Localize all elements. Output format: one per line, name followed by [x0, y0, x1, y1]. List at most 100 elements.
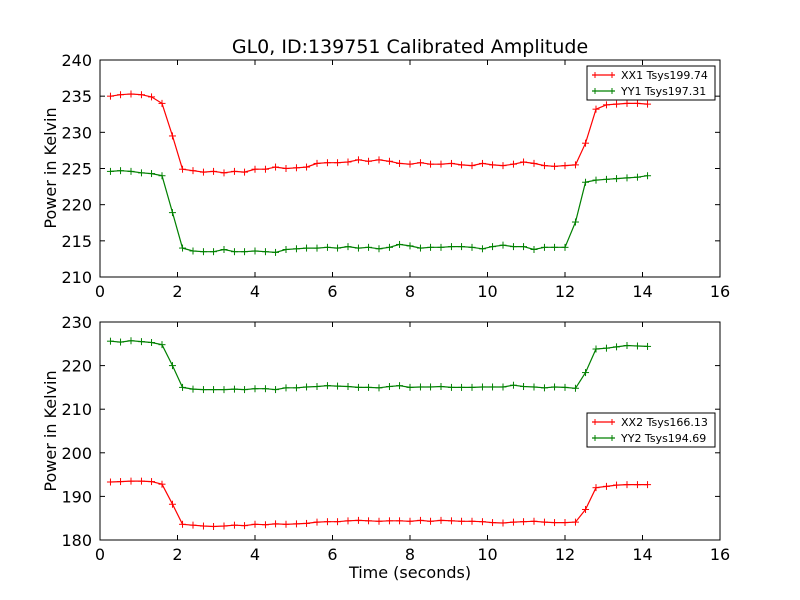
top-series-1-point: [323, 243, 331, 251]
bottom-series-1-point: [241, 386, 249, 394]
top-series-0-point: [458, 161, 466, 169]
top-y-ticks: 210 215 220 225 230 235 240: [61, 51, 720, 287]
top-series-1-point: [344, 243, 352, 251]
bottom-series-0-point: [458, 517, 466, 525]
top-series-1-point: [551, 243, 559, 251]
bottom-series-1-point: [416, 383, 424, 391]
top-series-0-point: [644, 100, 652, 108]
bottom-series-0-point: [406, 517, 414, 525]
top-series-0-point: [540, 162, 548, 170]
bottom-series-1-point: [551, 383, 559, 391]
bottom-series-1-point: [334, 382, 342, 390]
bottom-series-1-point: [561, 383, 569, 391]
bottom-series-0-point: [251, 520, 259, 528]
bottom-series-1-point: [148, 338, 156, 346]
bottom-series-0-point: [375, 517, 383, 525]
top-series-1-point: [406, 242, 414, 250]
bottom-series-1-point: [323, 382, 331, 390]
top-x-tick-label: 8: [405, 282, 415, 301]
bottom-series-0-point: [168, 500, 176, 508]
bottom-series-1-point: [127, 337, 135, 345]
top-series-0-point: [551, 162, 559, 170]
top-series-0-point: [520, 158, 528, 166]
top-series-1-point: [251, 247, 259, 255]
top-series-1-point: [127, 167, 135, 175]
top-series-1-point: [179, 244, 187, 252]
top-y-axis-label: Power in Kelvin: [41, 107, 60, 228]
top-x-tick-label: 2: [172, 282, 182, 301]
bottom-series-0-point: [127, 477, 135, 485]
bottom-series-0-point: [623, 481, 631, 489]
bottom-series-0-point: [158, 480, 166, 488]
bottom-legend-entry: YY2 Tsys194.69: [592, 432, 706, 445]
bottom-series-1-point: [199, 386, 207, 394]
top-series-0-point: [272, 163, 280, 171]
top-series-0-point: [354, 156, 362, 164]
bottom-series-0-point: [396, 517, 404, 525]
bottom-series-1-point: [602, 344, 610, 352]
legend-label: YY1 Tsys197.31: [620, 85, 706, 98]
bottom-series-1-point: [272, 386, 280, 394]
top-series-1-point: [272, 248, 280, 256]
bottom-y-axis-label: Power in Kelvin: [41, 370, 60, 491]
bottom-x-tick-label: 14: [632, 545, 652, 564]
top-y-tick-label: 235: [61, 87, 92, 106]
bottom-series-0-point: [582, 505, 590, 513]
top-series-1-point: [416, 244, 424, 252]
top-series-1-point: [499, 241, 507, 249]
bottom-series-0-point: [230, 521, 238, 529]
top-series-1-point: [468, 243, 476, 251]
top-series-1-point: [137, 169, 145, 177]
bottom-y-tick-label: 180: [61, 531, 92, 550]
top-series-0-point: [633, 99, 641, 107]
top-series-1-point: [561, 243, 569, 251]
top-series-1-point: [158, 172, 166, 180]
bottom-x-axis-label: Time (seconds): [348, 563, 471, 582]
bottom-series-0-point: [489, 519, 497, 527]
top-series-0-point: [499, 162, 507, 170]
bottom-y-tick-label: 230: [61, 313, 92, 332]
top-series-1-point: [334, 244, 342, 252]
bottom-series-0-point: [561, 519, 569, 527]
top-series-1-point: [644, 172, 652, 180]
top-series-0-point: [613, 100, 621, 108]
top-x-tick-label: 16: [710, 282, 730, 301]
bottom-series-0-point: [282, 520, 290, 528]
bottom-y-ticks: 180 190 200 210 220 230: [61, 313, 720, 550]
bottom-series-0-point: [644, 481, 652, 489]
top-series-0-point: [106, 92, 114, 100]
top-series-1-point: [592, 176, 600, 184]
top-series-0-point: [571, 161, 579, 169]
bottom-x-ticks: 0 2 4 6 8 10 12 14 16: [95, 322, 730, 564]
legend-label: XX1 Tsys199.74: [621, 69, 708, 82]
top-legend-entry: YY1 Tsys197.31: [592, 85, 706, 98]
bottom-series-1-point: [313, 383, 321, 391]
top-series-line-1: [110, 170, 648, 254]
top-series-1-point: [148, 170, 156, 178]
top-series-1-point: [437, 243, 445, 251]
top-x-tick-label: 10: [477, 282, 497, 301]
bottom-series-1-point: [571, 384, 579, 392]
top-series-1-point: [189, 247, 197, 255]
top-series-1-point: [375, 245, 383, 253]
top-x-tick-label: 12: [555, 282, 575, 301]
bottom-series-0-point: [602, 482, 610, 490]
bottom-series-0-point: [179, 520, 187, 528]
bottom-series-0-point: [334, 518, 342, 526]
top-series-1-point: [396, 240, 404, 248]
top-series-0-point: [385, 157, 393, 165]
top-series-0-point: [117, 91, 125, 99]
top-series-0-point: [323, 159, 331, 167]
bottom-series-1-point: [189, 385, 197, 393]
top-legend: XX1 Tsys199.74 YY1 Tsys197.31: [586, 65, 716, 101]
bottom-series-1-point: [437, 383, 445, 391]
top-series-0-point: [127, 90, 135, 98]
bottom-series-0-point: [499, 519, 507, 527]
bottom-x-tick-label: 10: [477, 545, 497, 564]
top-series-0-point: [344, 158, 352, 166]
bottom-series-1-point: [220, 386, 228, 394]
top-series-1-point: [385, 243, 393, 251]
bottom-series-1-point: [261, 385, 269, 393]
top-series-1-point: [633, 173, 641, 181]
top-x-tick-label: 14: [632, 282, 652, 301]
